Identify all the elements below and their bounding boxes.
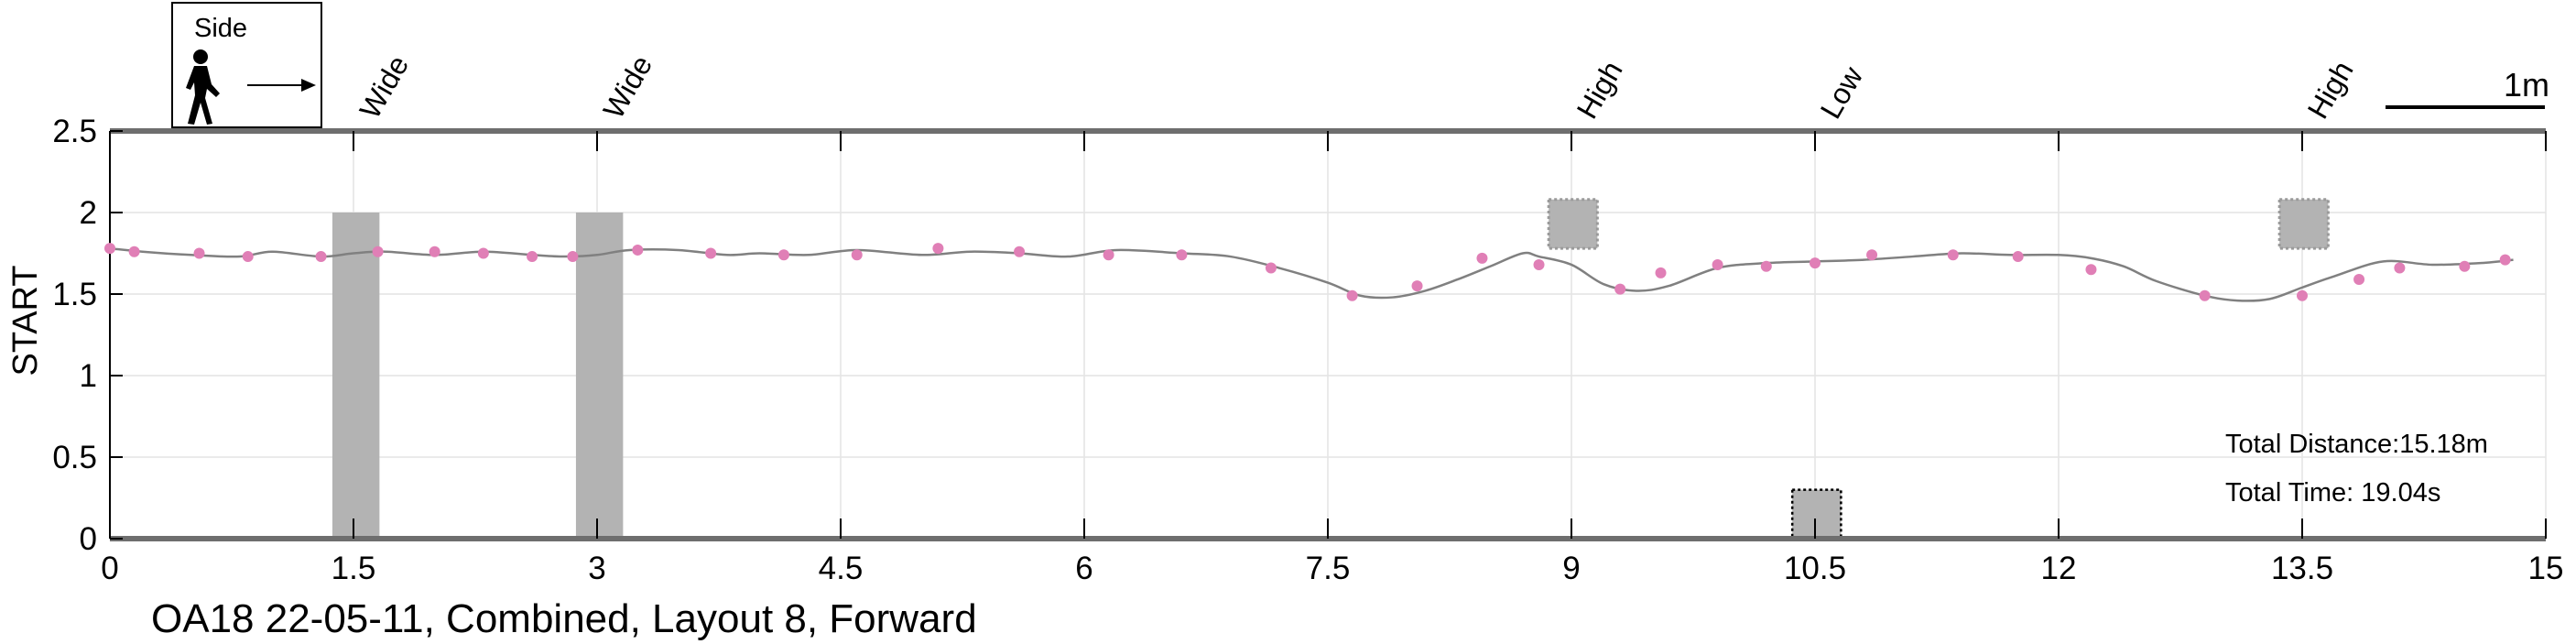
obstacle-wide	[332, 213, 380, 539]
x-tick-label: 0	[101, 551, 118, 586]
y-tick-label: 1	[80, 358, 97, 394]
step-marker	[242, 251, 254, 263]
chart-caption: OA18 22-05-11, Combined, Layout 8, Forwa…	[151, 596, 977, 641]
obstacle-wide	[575, 213, 624, 539]
step-marker	[932, 243, 944, 255]
obstacle-low	[1790, 488, 1842, 540]
step-marker	[2459, 260, 2471, 272]
step-marker	[1476, 252, 1488, 264]
step-marker	[1265, 262, 1277, 274]
step-marker	[128, 246, 140, 257]
step-marker	[1712, 258, 1723, 270]
step-marker	[1947, 249, 1959, 261]
x-tick-label: 10.5	[1784, 551, 1846, 586]
y-axis-label: START	[6, 265, 45, 376]
step-marker	[1866, 249, 1878, 261]
obstacle-label: Low	[1814, 60, 1870, 125]
y-tick-label: 2	[80, 195, 97, 231]
obstacle-label: High	[2301, 56, 2360, 125]
total-time-label: Total Time: 19.04s	[2225, 478, 2440, 508]
step-marker	[429, 246, 440, 257]
step-marker	[1655, 267, 1667, 278]
obstacle-label: High	[1571, 56, 1629, 125]
step-marker	[372, 246, 384, 257]
step-marker	[193, 247, 205, 259]
step-marker	[2085, 264, 2097, 276]
obstacles	[332, 198, 2330, 540]
arrow-right-icon	[247, 79, 316, 92]
step-marker	[2012, 251, 2024, 263]
step-marker	[1014, 246, 1026, 257]
x-tick-label: 1.5	[332, 551, 376, 586]
y-tick-label: 0.5	[52, 440, 97, 475]
step-marker	[2499, 254, 2511, 266]
tick-labels: 0 1.5 3 4.5 6 7.5 9 10.5 12 13.5 15 0 0.5 1 1.5 2 2.5	[52, 114, 2563, 586]
step-marker	[1760, 260, 1772, 272]
step-marker	[1614, 283, 1626, 295]
step-marker	[2394, 262, 2406, 274]
x-tick-label: 13.5	[2271, 551, 2333, 586]
step-marker	[2297, 289, 2308, 301]
direction-legend-box	[171, 2, 322, 128]
obstacle-label: Wide	[353, 49, 416, 124]
step-marker	[1810, 257, 1821, 269]
step-marker	[2353, 273, 2365, 285]
axes	[109, 128, 2547, 541]
scale-bar: 1m	[2386, 66, 2549, 109]
step-marker	[851, 249, 863, 261]
grid	[109, 130, 2547, 540]
step-markers	[104, 243, 2511, 301]
step-marker	[104, 243, 115, 255]
x-tick-label: 4.5	[819, 551, 864, 586]
step-marker	[777, 249, 789, 261]
obstacle-high	[2277, 198, 2330, 250]
obstacle-labels: Wide Wide High Low High	[353, 49, 2360, 124]
walking-path-line	[109, 246, 2514, 302]
obstacle-high	[1547, 198, 1599, 250]
total-distance-label: Total Distance:15.18m	[2225, 430, 2488, 459]
x-tick-label: 3	[588, 551, 605, 586]
step-marker	[2199, 289, 2211, 301]
y-tick-label: 1.5	[52, 277, 97, 312]
step-marker	[1533, 258, 1545, 270]
direction-legend-label: Side	[194, 14, 247, 43]
x-tick-label: 7.5	[1306, 551, 1351, 586]
scale-bar-label: 1m	[2504, 66, 2549, 104]
step-marker	[632, 244, 644, 256]
step-marker	[477, 247, 489, 259]
step-marker	[1103, 249, 1114, 261]
step-marker	[567, 251, 579, 263]
x-tick-label: 6	[1075, 551, 1092, 586]
x-tick-label: 15	[2528, 551, 2564, 586]
step-marker	[527, 251, 538, 263]
step-marker	[1346, 289, 1358, 301]
x-tick-label: 12	[2041, 551, 2077, 586]
step-marker	[1176, 249, 1188, 261]
y-tick-label: 0	[80, 521, 97, 557]
direction-legend: Side	[171, 2, 322, 128]
walking-person-icon	[186, 49, 220, 125]
walking-path	[109, 246, 2514, 302]
obstacle-label: Wide	[597, 49, 659, 124]
y-tick-label: 2.5	[52, 114, 97, 149]
step-marker	[705, 247, 717, 259]
step-marker	[315, 251, 327, 263]
x-tick-label: 9	[1562, 551, 1580, 586]
step-marker	[1411, 280, 1423, 292]
